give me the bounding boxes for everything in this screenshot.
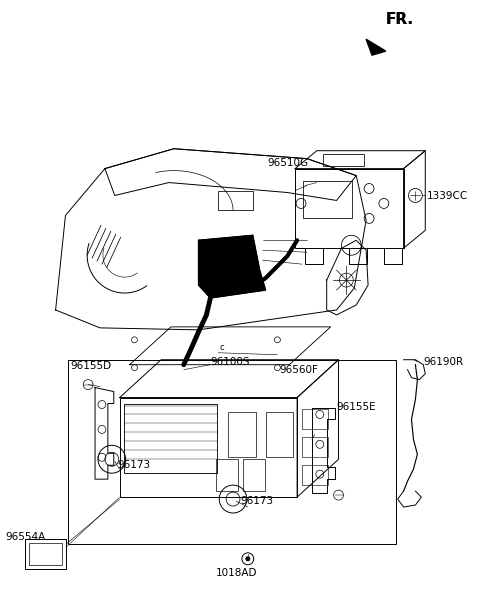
Bar	[29, 543, 61, 565]
Bar	[302, 437, 328, 457]
Bar	[243, 459, 264, 491]
Bar	[323, 154, 364, 166]
Bar	[216, 459, 238, 491]
Polygon shape	[366, 39, 386, 55]
Text: 96155D: 96155D	[71, 361, 111, 371]
Polygon shape	[199, 235, 265, 298]
Bar	[295, 169, 404, 248]
Bar	[302, 409, 328, 430]
Bar	[120, 398, 297, 497]
Text: 96190R: 96190R	[423, 357, 463, 367]
Bar	[124, 404, 217, 473]
Bar	[218, 191, 253, 211]
Text: 96554A: 96554A	[5, 532, 46, 542]
Text: 1339CC: 1339CC	[427, 191, 468, 202]
Bar	[265, 412, 293, 457]
Bar	[303, 181, 352, 218]
Text: 1018AD: 1018AD	[216, 568, 258, 578]
Text: 96155E: 96155E	[336, 403, 376, 413]
Text: 96173: 96173	[118, 460, 151, 470]
Text: FR.: FR.	[386, 12, 414, 27]
Text: FR.: FR.	[386, 12, 414, 27]
Bar	[25, 539, 66, 569]
Text: 96560F: 96560F	[279, 365, 318, 374]
Bar	[69, 360, 396, 544]
Bar	[302, 465, 328, 485]
Circle shape	[246, 557, 250, 561]
Text: c: c	[219, 343, 224, 352]
Text: 96173: 96173	[240, 496, 273, 506]
Text: 96100S: 96100S	[210, 357, 250, 367]
Bar	[228, 412, 256, 457]
Text: 96510G: 96510G	[267, 158, 309, 167]
